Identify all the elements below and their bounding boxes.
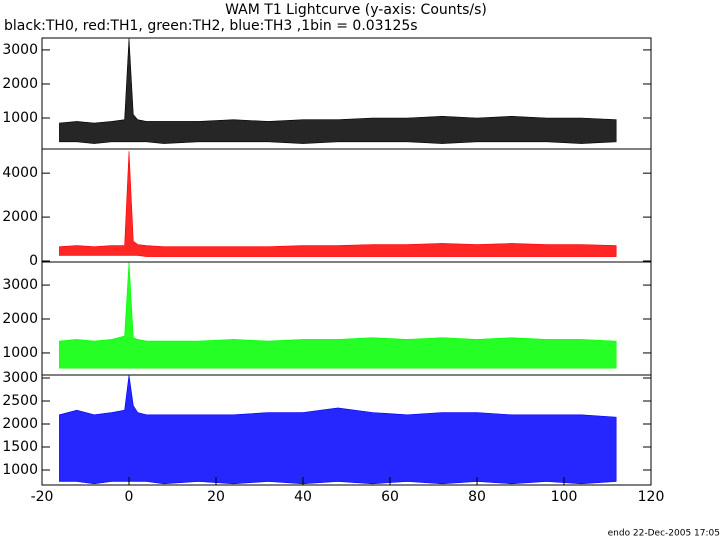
y-tick-label: 2500: [2, 393, 38, 409]
y-tick-label: 3000: [2, 42, 38, 58]
lightcurve-band: [59, 151, 617, 257]
x-tick-label: 80: [468, 489, 486, 505]
panel-frame: [41, 374, 652, 486]
chart-title: WAM T1 Lightcurve (y-axis: Counts/s): [225, 2, 487, 18]
x-tick-label: -20: [31, 489, 54, 505]
y-tick-label: 2000: [2, 209, 38, 225]
y-tick-label: 2000: [2, 416, 38, 432]
y-tick-label: 4000: [2, 165, 38, 181]
lightcurve-band: [59, 37, 617, 144]
y-tick-label: 1500: [2, 439, 38, 455]
x-tick-label: 120: [638, 489, 665, 505]
y-tick-label: 1000: [2, 345, 38, 361]
y-tick-label: 3000: [2, 277, 38, 293]
y-tick-label: 1000: [2, 462, 38, 478]
x-tick-label: 20: [207, 489, 225, 505]
x-tick-label: 100: [551, 489, 578, 505]
y-tick-label: 0: [29, 253, 38, 269]
y-tick-label: 2000: [2, 311, 38, 327]
x-tick-label: 40: [294, 489, 312, 505]
x-tick-label: 0: [125, 489, 134, 505]
lightcurve-band: [59, 374, 617, 485]
y-tick-label: 2000: [2, 76, 38, 92]
x-tick-label: 60: [381, 489, 399, 505]
y-tick-label: 1000: [2, 110, 38, 126]
footer: endo 22-Dec-2005 17:05: [608, 529, 720, 539]
lightcurve-band: [59, 261, 617, 369]
chart-subtitle: black:TH0, red:TH1, green:TH2, blue:TH3 …: [4, 18, 418, 34]
y-tick-label: 3000: [2, 370, 38, 386]
